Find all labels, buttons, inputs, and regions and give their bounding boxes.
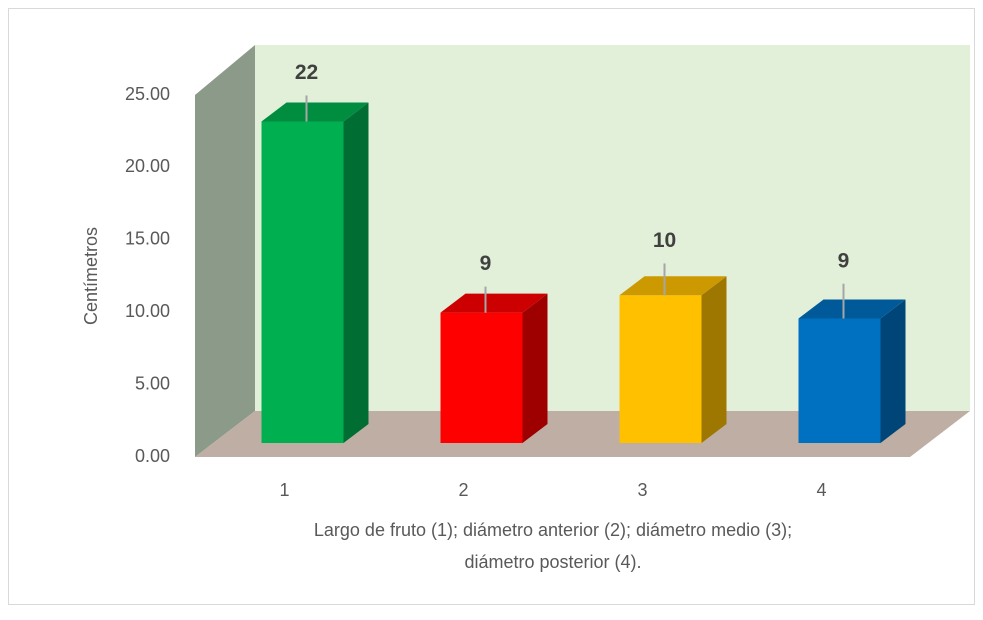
bar-top bbox=[798, 299, 906, 319]
x-axis-title: Largo de fruto (1); diámetro anterior (2… bbox=[314, 520, 792, 540]
bar-top bbox=[619, 276, 727, 296]
y-tick-label: 25.00 bbox=[125, 84, 170, 104]
bar-side bbox=[880, 299, 906, 443]
bar-front bbox=[261, 121, 344, 443]
bar bbox=[619, 276, 727, 443]
x-tick-label: 2 bbox=[458, 480, 468, 500]
y-tick-label: 10.00 bbox=[125, 301, 170, 321]
y-tick-label: 15.00 bbox=[125, 229, 170, 249]
bar-side bbox=[522, 293, 548, 443]
y-tick-label: 20.00 bbox=[125, 156, 170, 176]
bar-front bbox=[440, 312, 523, 443]
x-tick-label: 4 bbox=[816, 480, 826, 500]
bar-front bbox=[798, 318, 881, 443]
bar bbox=[440, 293, 548, 443]
y-tick-label: 5.00 bbox=[135, 373, 170, 393]
y-axis-title: Centímetros bbox=[81, 227, 101, 325]
value-label: 22 bbox=[295, 61, 318, 84]
x-axis-title: diámetro posterior (4). bbox=[464, 552, 641, 572]
x-tick-label: 3 bbox=[637, 480, 647, 500]
bar-side bbox=[343, 102, 369, 443]
back-wall bbox=[255, 45, 970, 411]
bar bbox=[261, 102, 369, 443]
bar-top bbox=[261, 102, 369, 122]
x-tick-label: 1 bbox=[279, 480, 289, 500]
value-label: 9 bbox=[838, 249, 850, 272]
y-tick-label: 0.00 bbox=[135, 446, 170, 466]
bar-top bbox=[440, 293, 548, 313]
bar bbox=[798, 299, 906, 443]
value-label: 10 bbox=[653, 229, 676, 252]
side-wall bbox=[195, 45, 255, 457]
bar-side bbox=[701, 276, 727, 443]
value-label: 9 bbox=[480, 252, 492, 275]
bar-front bbox=[619, 295, 702, 443]
floor bbox=[195, 411, 970, 457]
